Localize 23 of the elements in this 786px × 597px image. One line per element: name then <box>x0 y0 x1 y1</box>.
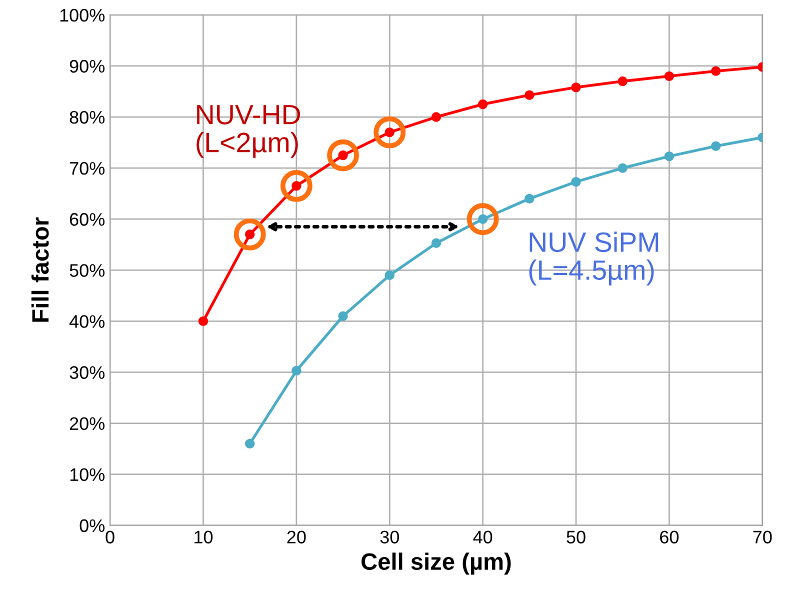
x-tick-label: 60 <box>660 530 679 544</box>
y-tick-label: 50% <box>70 264 105 277</box>
y-tick-label: 90% <box>70 60 105 73</box>
y-tick-label: 100% <box>60 8 105 22</box>
y-tick-label: 70% <box>70 162 105 175</box>
y-axis-title: Fill factor <box>31 217 49 322</box>
x-tick-label: 50 <box>566 530 586 544</box>
x-tick-label: 30 <box>380 530 399 544</box>
y-tick-label: 80% <box>70 110 105 124</box>
series-label: NUV-HD (L<2µm) <box>196 105 300 158</box>
y-tick-label: 0% <box>80 519 105 532</box>
x-tick-label: 20 <box>287 530 306 544</box>
y-tick-label: 40% <box>69 315 105 328</box>
y-tick-label: 20% <box>70 417 105 430</box>
x-tick-label: 10 <box>194 530 213 544</box>
x-tick-label: 0 <box>106 530 114 544</box>
x-tick-label: 70 <box>753 530 772 544</box>
y-tick-label: 30% <box>70 366 105 379</box>
y-tick-label: 10% <box>70 468 105 482</box>
x-tick-label: 40 <box>473 530 492 544</box>
y-tick-label: 60% <box>70 213 105 226</box>
x-axis-title: Cell size (µm) <box>362 552 511 575</box>
series-label: NUV SiPM (L=4.5µm) <box>529 232 658 286</box>
